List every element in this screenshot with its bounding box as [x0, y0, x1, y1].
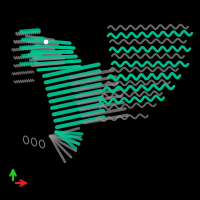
Circle shape	[44, 40, 48, 44]
